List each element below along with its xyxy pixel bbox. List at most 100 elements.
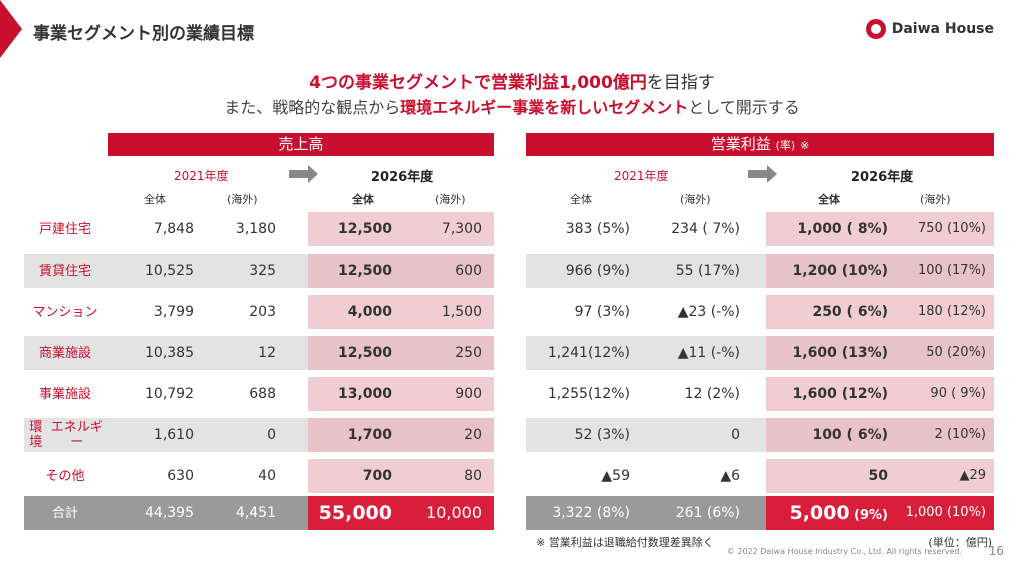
profit-2026-overseas: 90 ( 9%): [930, 386, 986, 401]
profit-2026-overseas: 750 (10%): [918, 221, 986, 236]
sales-2026-overseas-header: (海外): [435, 193, 466, 206]
title-accent-triangle: [0, 0, 22, 58]
sales-2026-total: 12,500: [337, 263, 392, 279]
profit-2026-total: 1,200 (10%): [792, 263, 888, 279]
total-profit-2026-value: 5,000: [789, 502, 850, 524]
sales-2026-total: 13,000: [337, 386, 392, 402]
table-row: 事業施設 10,792 688 13,000 900 1,255(12%) 12…: [0, 377, 1024, 411]
segment-label: 事業施設: [38, 386, 91, 402]
segment-label: 商業施設: [38, 345, 91, 361]
profit-year-from: 2021年度: [614, 169, 669, 183]
total-sales-2026: 55,000: [318, 502, 392, 524]
total-profit-2026-rate: (9%): [854, 508, 888, 523]
headline-line1-emphasis: 4つの事業セグメントで営業利益1,000億円: [309, 73, 647, 93]
sales-2026-total-header: 全体: [352, 193, 374, 206]
table-row: 環境 エネルギー 1,610 0 1,700 20 52 (3%) 0 100 …: [0, 418, 1024, 452]
headline-line2-emphasis: 環境エネルギー事業を新しいセグメント: [400, 98, 689, 117]
segment-label: 戸建住宅: [38, 221, 91, 237]
sales-2021-overseas: 325: [249, 263, 276, 279]
sales-2026-total: 12,500: [337, 345, 392, 361]
sales-2021-overseas: 0: [267, 427, 276, 443]
sales-2021-total: 3,799: [153, 304, 194, 320]
total-profit-2021: 3,322 (8%): [552, 505, 630, 521]
profit-2026-overseas: 100 (17%): [918, 263, 986, 278]
table-row: 戸建住宅 7,848 3,180 12,500 7,300 383 (5%) 2…: [0, 212, 1024, 246]
sales-2026-hl-2: [308, 254, 494, 288]
profit-2026-overseas-header: (海外): [920, 193, 951, 206]
profit-2026-overseas: ▲29: [959, 468, 986, 483]
sales-2026-hl-6: [308, 418, 494, 452]
profit-2021-total: 97 (3%): [574, 304, 630, 320]
sales-2026-overseas: 7,300: [441, 221, 482, 237]
profit-2026-total: 50: [868, 468, 888, 484]
headline-line2: また、戦略的な観点から環境エネルギー事業を新しいセグメントとして開示する: [0, 94, 1024, 118]
total-sales-2021-overseas: 4,451: [235, 505, 276, 521]
profit-2026-overseas: 180 (12%): [918, 304, 986, 319]
profit-2021-total: ▲59: [601, 468, 630, 484]
sales-2021-overseas: 40: [258, 468, 276, 484]
profit-2021-total: 1,255(12%): [547, 386, 630, 402]
total-sales-2021: 44,395: [145, 505, 194, 521]
table-row: 商業施設 10,385 12 12,500 250 1,241(12%) ▲11…: [0, 336, 1024, 370]
profit-2021-overseas: ▲6: [720, 468, 740, 484]
profit-2026-hl-total: [766, 496, 994, 530]
total-profit-2026-overseas: 1,000 (10%): [905, 505, 986, 520]
profit-2026-total: 1,000 ( 8%): [797, 221, 888, 237]
sales-2021-overseas: 12: [258, 345, 276, 361]
total-profit-2026: 5,000 (9%): [768, 496, 888, 530]
footnote: ※ 営業利益は退職給付数理差異除く: [536, 536, 714, 549]
sales-2026-hl-7: [308, 459, 494, 493]
segment-label: その他: [45, 468, 85, 484]
table-row: 賃貸住宅 10,525 325 12,500 600 966 (9%) 55 (…: [0, 254, 1024, 288]
profit-2021-total: 383 (5%): [565, 221, 630, 237]
sales-2021-overseas: 3,180: [235, 221, 276, 237]
segment-label-line1: 環境: [29, 420, 43, 450]
profit-2026-total: 100 ( 6%): [812, 427, 888, 443]
headline-line1-tail: を目指す: [646, 73, 715, 93]
sales-2026-hl-1: [308, 212, 494, 246]
profit-2021-total: 52 (3%): [574, 427, 630, 443]
profit-2021-total: 966 (9%): [565, 263, 630, 279]
logo-mark-icon: [865, 19, 886, 39]
sales-2026-total: 4,000: [347, 304, 392, 320]
total-profit-2021-overseas: 261 (6%): [675, 505, 740, 521]
sales-2021-total: 1,610: [153, 427, 194, 443]
profit-2026-hl-7: [766, 459, 994, 493]
total-label: 合計: [51, 505, 78, 521]
profit-2026-total: 250 ( 6%): [812, 304, 888, 320]
profit-band-rate: (率): [775, 139, 796, 152]
sales-2021-total: 630: [167, 468, 194, 484]
sales-2021-total: 10,792: [145, 386, 194, 402]
sales-2026-total: 1,700: [347, 427, 392, 443]
sales-2026-hl-3: [308, 295, 494, 329]
segment-label: マンション: [32, 304, 98, 320]
profit-2021-total-header: 全体: [570, 193, 592, 206]
sales-2026-hl-total: [308, 496, 494, 530]
profit-2026-total-header: 全体: [818, 193, 840, 206]
profit-2026-hl-1: [766, 212, 994, 246]
profit-band: 営業利益 (率) ※: [526, 133, 994, 156]
segment-label: 環境 エネルギー: [24, 418, 106, 452]
page-number: 16: [988, 544, 1004, 558]
sales-2021-overseas: 688: [249, 386, 276, 402]
sales-2026-hl-4: [308, 336, 494, 370]
segment-label-line2: エネルギー: [50, 420, 103, 450]
profit-2026-hl-3: [766, 295, 994, 329]
profit-2021-overseas: 234 ( 7%): [671, 221, 740, 237]
sales-2021-overseas-header: (海外): [227, 193, 258, 206]
profit-2021-total: 1,241(12%): [547, 345, 630, 361]
profit-2026-total: 1,600 (12%): [792, 386, 888, 402]
sales-2026-overseas: 900: [455, 386, 482, 402]
copyright: © 2022 Daiwa House Industry Co., Ltd. Al…: [726, 547, 962, 556]
table-row: その他 630 40 700 80 ▲59 ▲6 50 ▲29: [0, 459, 1024, 493]
total-sales-2026-overseas: 10,000: [426, 503, 482, 522]
headline-line2-pre: また、戦略的な観点から: [224, 98, 401, 117]
table-total-row: 合計 44,395 4,451 55,000 10,000 3,322 (8%)…: [0, 496, 1024, 530]
unit-label: (単位：億円): [928, 536, 992, 549]
sales-2021-total: 10,525: [145, 263, 194, 279]
sales-band: 売上高: [108, 133, 494, 156]
profit-2026-total: 1,600 (13%): [792, 345, 888, 361]
profit-2026-overseas: 50 (20%): [926, 345, 986, 360]
sales-2021-overseas: 203: [249, 304, 276, 320]
sales-year-from: 2021年度: [174, 169, 229, 183]
